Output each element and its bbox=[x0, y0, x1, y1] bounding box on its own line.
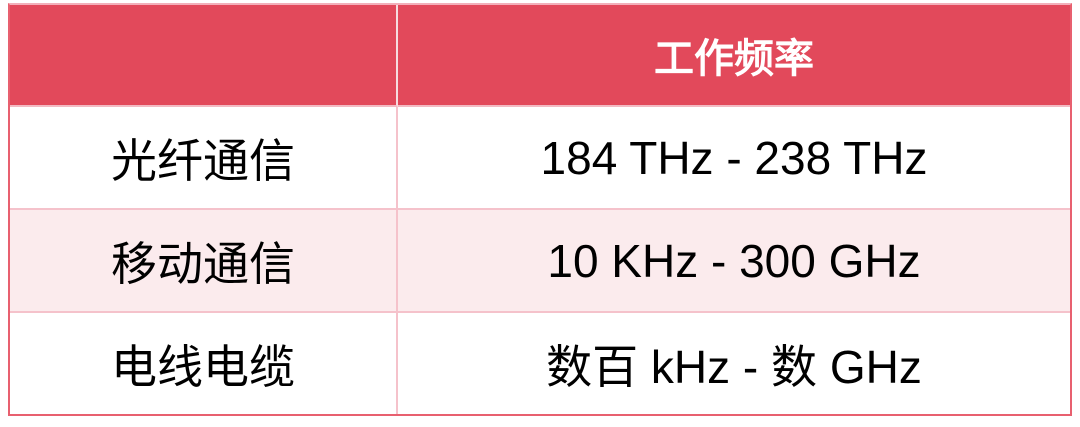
row-category-cell: 移动通信 bbox=[10, 210, 398, 313]
row-frequency-cell: 数百 kHz - 数 GHz bbox=[398, 313, 1070, 414]
table-row: 电线电缆 数百 kHz - 数 GHz bbox=[10, 313, 1070, 414]
header-cell-category bbox=[10, 5, 398, 107]
row-category-cell: 光纤通信 bbox=[10, 107, 398, 210]
operating-frequency-table: 工作频率 光纤通信 184 THz - 238 THz 移动通信 10 KHz … bbox=[8, 3, 1072, 416]
row-frequency-cell: 10 KHz - 300 GHz bbox=[398, 210, 1070, 313]
row-frequency-cell: 184 THz - 238 THz bbox=[398, 107, 1070, 210]
table-row: 移动通信 10 KHz - 300 GHz bbox=[10, 210, 1070, 313]
row-category-cell: 电线电缆 bbox=[10, 313, 398, 414]
header-cell-frequency: 工作频率 bbox=[398, 5, 1070, 107]
table-header-row: 工作频率 bbox=[10, 5, 1070, 107]
table-row: 光纤通信 184 THz - 238 THz bbox=[10, 107, 1070, 210]
